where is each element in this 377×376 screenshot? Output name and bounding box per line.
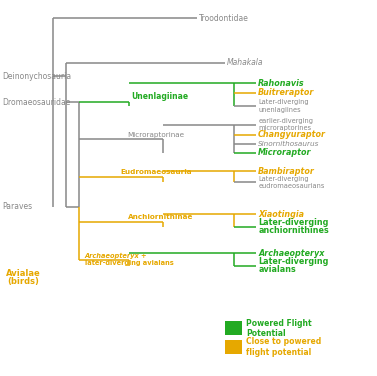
Text: unenlagiines: unenlagiines [258,107,301,113]
Bar [225,321,242,335]
Text: Buitreraptor: Buitreraptor [258,88,314,97]
Text: Eudromaeosauria: Eudromaeosauria [120,169,192,175]
Text: Bambiraptor: Bambiraptor [258,167,315,176]
Bar [225,340,242,354]
Text: Deinonychosauria: Deinonychosauria [3,71,72,80]
Text: Troodontidae: Troodontidae [198,14,248,23]
Text: Avialae: Avialae [6,269,41,278]
Text: Archaeopteryx +: Archaeopteryx + [85,253,147,259]
Text: Microraptor: Microraptor [258,148,312,157]
Text: eudromaeosaurians: eudromaeosaurians [258,183,325,189]
Text: Later-diverging: Later-diverging [258,258,328,267]
Text: Later-diverging: Later-diverging [258,99,309,105]
Text: Later-diverging: Later-diverging [258,176,309,182]
Text: Rahonavis: Rahonavis [258,79,305,88]
Text: Archaeopteryx: Archaeopteryx [258,249,325,258]
Text: Dromaeosauridae: Dromaeosauridae [3,98,71,107]
Text: Sinornithosaurus: Sinornithosaurus [258,141,320,147]
Text: Xiaotingia: Xiaotingia [258,210,304,218]
Text: Powered Flight
Potential: Powered Flight Potential [246,318,312,338]
Text: Mahakala: Mahakala [227,59,263,67]
Text: Later-diverging: Later-diverging [258,218,328,227]
Text: Microraptorinae: Microraptorinae [128,132,185,138]
Text: Changyuraptor: Changyuraptor [258,130,326,139]
Text: avialans: avialans [258,265,296,274]
Text: Unenlagiinae: Unenlagiinae [131,92,188,101]
Text: earlier-diverging: earlier-diverging [258,118,313,124]
Text: anchiornithines: anchiornithines [258,226,329,235]
Text: Close to powered
flight potential: Close to powered flight potential [246,337,322,357]
Text: (birds): (birds) [7,277,39,286]
Text: Anchiornithinae: Anchiornithinae [128,214,193,220]
Text: Paraves: Paraves [3,202,33,211]
Text: later-diverging avialans: later-diverging avialans [85,261,173,266]
Text: microraptorines: microraptorines [258,125,311,131]
